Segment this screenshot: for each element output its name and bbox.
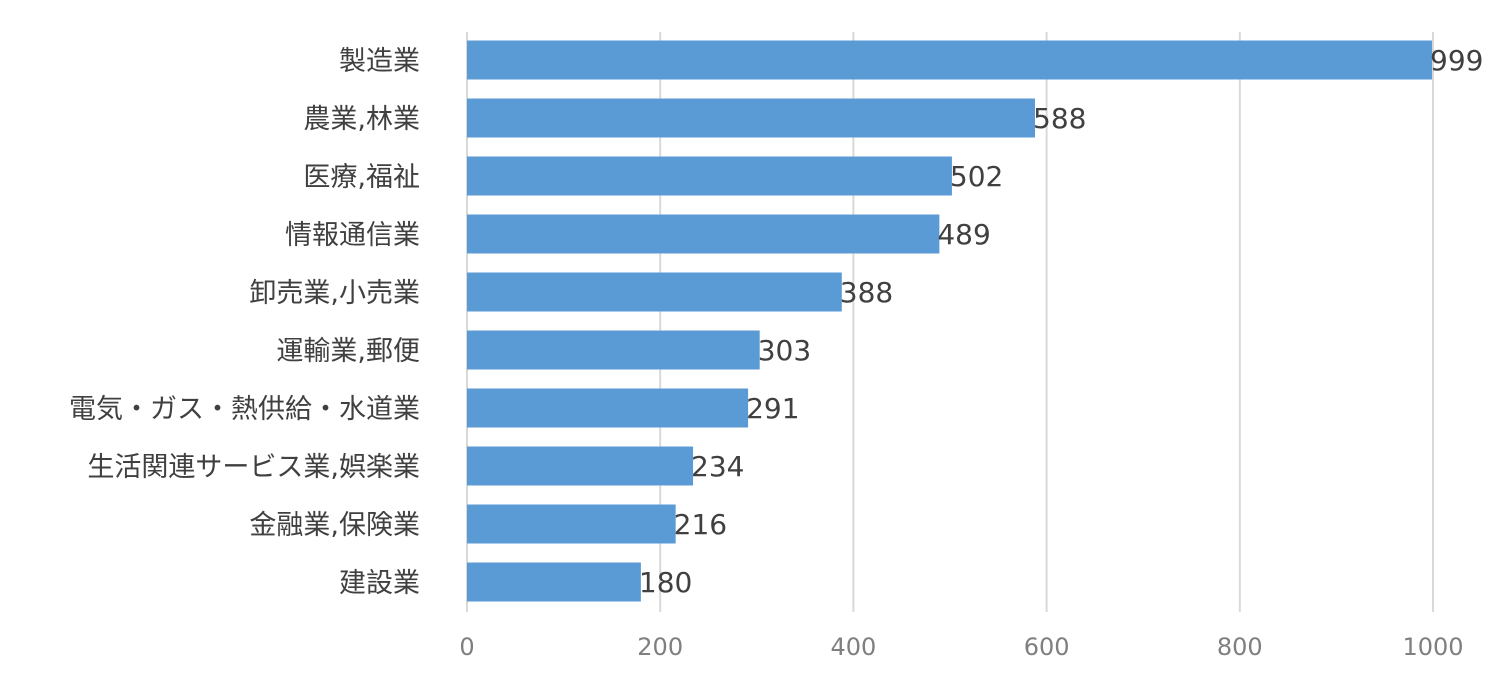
data-label: 388 <box>840 276 893 309</box>
x-tick-label: 0 <box>459 633 474 661</box>
data-label: 234 <box>691 450 744 483</box>
x-tick-label: 600 <box>1024 633 1070 661</box>
x-tick-label: 200 <box>637 633 683 661</box>
category-label: 情報通信業 <box>285 220 420 251</box>
x-tick-label: 1000 <box>1402 633 1463 661</box>
bar <box>467 40 1433 80</box>
category-label: 建設業 <box>339 568 420 599</box>
bar <box>467 504 676 544</box>
data-label: 489 <box>937 218 990 251</box>
bar <box>467 98 1036 138</box>
bar <box>467 272 842 312</box>
bar <box>467 562 641 602</box>
data-label: 502 <box>950 160 1003 193</box>
category-label: 製造業 <box>339 46 420 77</box>
x-tick-label: 400 <box>830 633 876 661</box>
bar <box>467 156 952 196</box>
bar <box>467 330 760 370</box>
x-axis-tick-labels: 0 200 400 600 800 1000 <box>459 633 1463 661</box>
data-label: 216 <box>674 508 727 541</box>
data-label: 999 <box>1430 44 1483 77</box>
bars <box>467 40 1433 602</box>
data-label: 303 <box>758 334 811 367</box>
data-label: 588 <box>1033 102 1086 135</box>
x-tick-label: 800 <box>1217 633 1263 661</box>
category-label: 運輸業,郵便 <box>276 336 420 367</box>
category-label: 金融業,保険業 <box>249 510 420 541</box>
category-label: 農業,林業 <box>303 104 420 135</box>
category-label: 卸売業,小売業 <box>249 278 420 309</box>
category-label: 生活関連サービス業,娯楽業 <box>87 452 420 483</box>
category-labels: 製造業農業,林業医療,福祉情報通信業卸売業,小売業運輸業,郵便電気・ガス・熱供給… <box>69 46 420 599</box>
bar <box>467 214 940 254</box>
category-label: 電気・ガス・熱供給・水道業 <box>69 394 420 425</box>
bar <box>467 446 694 486</box>
data-label: 291 <box>746 392 799 425</box>
bar <box>467 388 749 428</box>
data-label: 180 <box>639 566 692 599</box>
category-label: 医療,福祉 <box>303 162 420 193</box>
